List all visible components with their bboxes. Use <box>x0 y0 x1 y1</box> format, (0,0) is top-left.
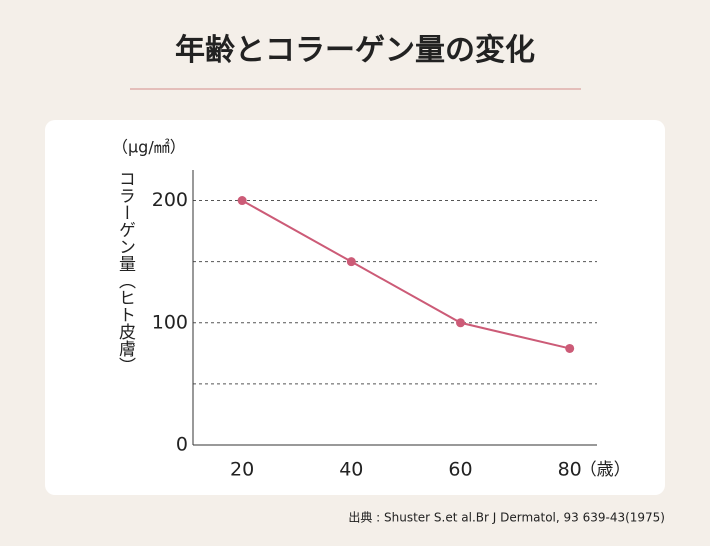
source: 出典 : Shuster S.et al.Br J Dermatol, 93 6… <box>348 511 665 525</box>
data-point <box>565 343 575 353</box>
y-axis-label: コラーゲン量（ヒト皮膚） <box>115 170 136 374</box>
series-line <box>241 199 570 350</box>
x-unit-label: （歳） <box>580 460 631 480</box>
y-tick-label: 0 <box>176 434 188 456</box>
x-tick-label: 60 <box>448 459 472 481</box>
data-point <box>346 257 356 267</box>
data-point <box>237 196 247 206</box>
y-tick-label: 100 <box>152 311 188 333</box>
x-tick-label: 20 <box>230 459 254 481</box>
y-tick-label: 200 <box>152 189 188 211</box>
card <box>45 120 665 495</box>
unit-label: （μg/㎟） <box>112 138 186 157</box>
chart-title: 年齢とコラーゲン量の変化 <box>175 33 535 68</box>
data-point <box>456 318 466 328</box>
x-tick-label: 80 <box>558 459 582 481</box>
x-tick-label: 40 <box>339 459 363 481</box>
